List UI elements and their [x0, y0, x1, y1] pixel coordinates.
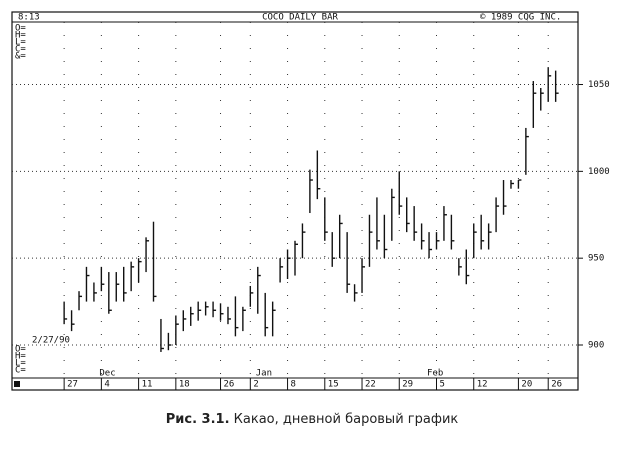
caption: Рис. 3.1. Какао, дневной баровый график	[0, 412, 624, 427]
x-tick-label: 22	[365, 380, 376, 390]
x-tick-label: 5	[440, 380, 445, 390]
caption-text: Какао, дневной баровый график	[233, 412, 459, 427]
readout-label: C=	[15, 45, 26, 55]
x-tick-label: 15	[328, 380, 339, 390]
x-tick-label: 27	[67, 380, 78, 390]
y-tick-label: 950	[588, 254, 604, 264]
readout-label: L=	[15, 359, 26, 369]
month-label: Dec	[99, 369, 115, 379]
x-tick-label: 11	[142, 380, 153, 390]
x-tick-label: 26	[551, 380, 562, 390]
date-label: 2/27/90	[32, 336, 70, 346]
x-tick-label: 8	[291, 380, 296, 390]
chart-title: COCO DAILY BAR	[262, 13, 338, 23]
x-tick-label: 12	[477, 380, 488, 390]
chart: 8:13 COCO DAILY BAR © 1989 CQG INC. 2/27…	[11, 11, 610, 391]
caption-label: Рис. 3.1.	[165, 412, 230, 427]
x-tick-label: 4	[104, 380, 109, 390]
month-label: Jan	[256, 369, 272, 379]
corner-marker	[14, 381, 20, 387]
readout-label: O=	[15, 345, 26, 355]
x-tick-label: 18	[179, 380, 190, 390]
y-tick-label: 1050	[588, 80, 610, 90]
readout-label: L=	[15, 38, 26, 48]
readout-label: O=	[15, 24, 26, 34]
x-tick-label: 29	[402, 380, 413, 390]
month-label: Feb	[427, 369, 443, 379]
x-tick-label: 26	[224, 380, 235, 390]
x-tick-label: 2	[253, 380, 258, 390]
y-tick-label: 1000	[588, 167, 610, 177]
readout-label: &=	[15, 52, 26, 62]
x-tick-label: 20	[521, 380, 532, 390]
frame	[11, 11, 579, 391]
readout-label: C=	[15, 366, 26, 376]
copyright: © 1989 CQG INC.	[480, 13, 561, 23]
readout-label: H=	[15, 352, 26, 362]
y-tick-label: 900	[588, 341, 604, 351]
readout-label: H=	[15, 31, 26, 41]
time: 8:13	[18, 13, 40, 23]
